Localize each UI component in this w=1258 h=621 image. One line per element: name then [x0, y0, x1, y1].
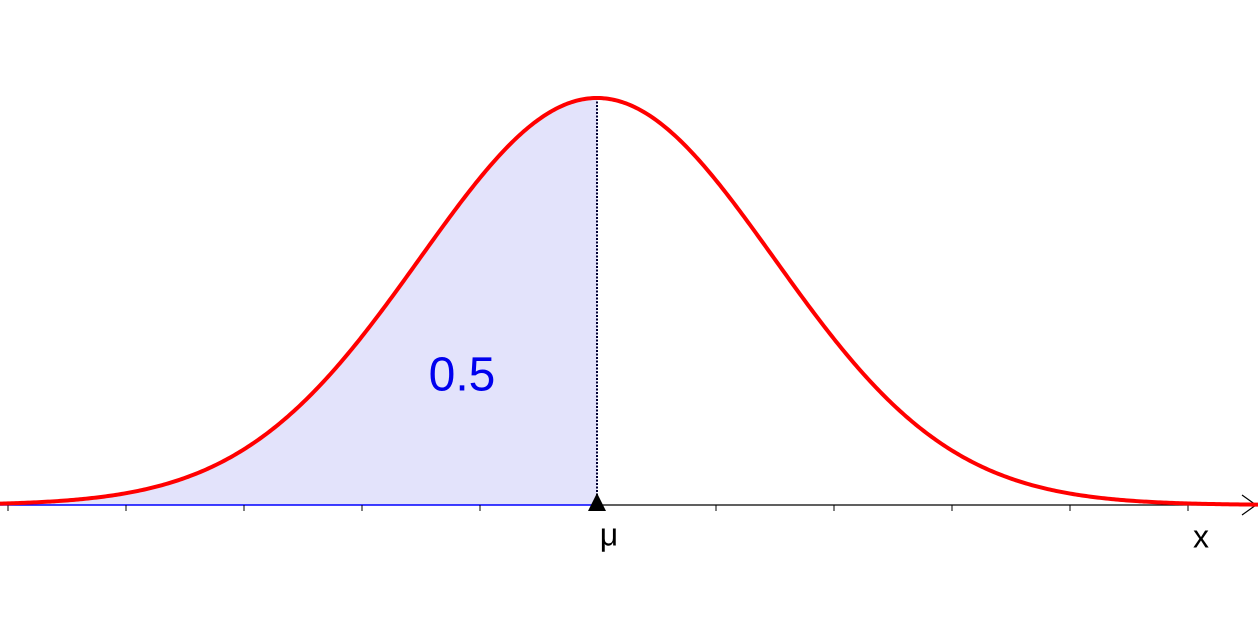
area-label: 0.5: [429, 349, 496, 402]
density-curve: [0, 96, 1258, 507]
axis-label: x: [1193, 518, 1209, 554]
mean-label: μ: [600, 516, 618, 552]
shaded-area: [0, 98, 597, 505]
axis-ticks: [7, 505, 1189, 511]
mean-marker: [588, 493, 606, 511]
